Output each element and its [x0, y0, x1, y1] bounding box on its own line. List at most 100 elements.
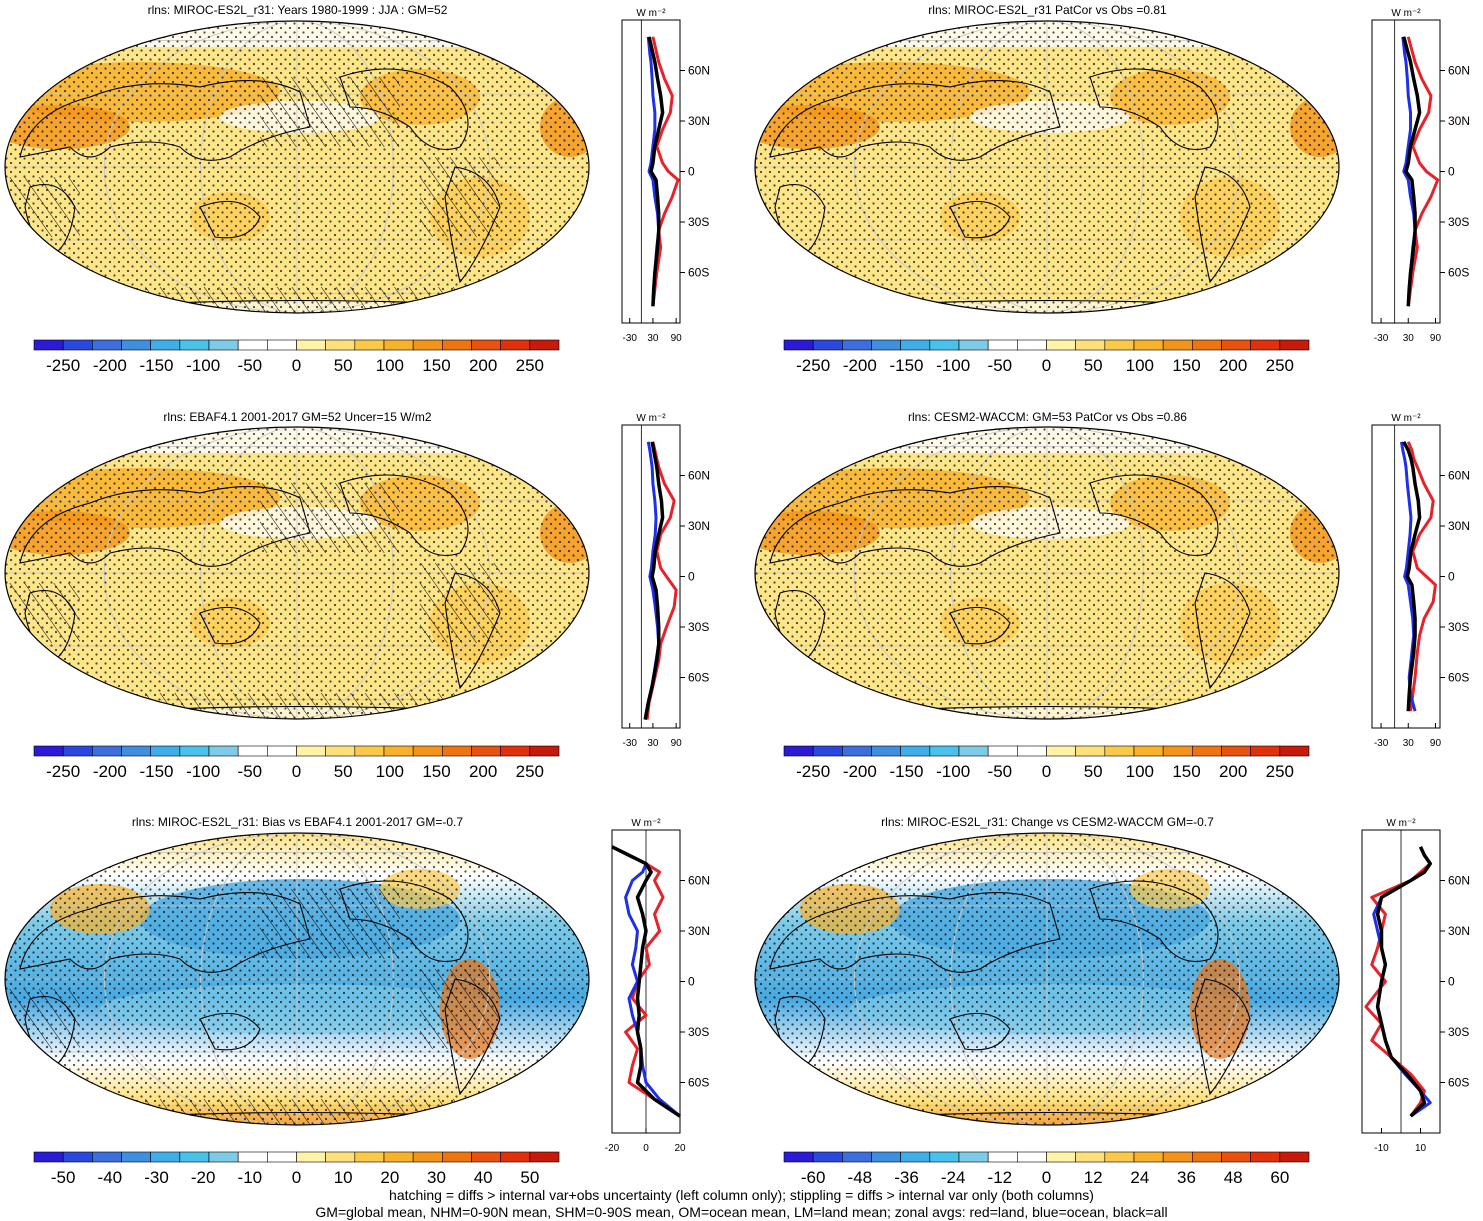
- colorbar-swatch: [33, 1151, 64, 1163]
- colorbar-tick-label: 20: [380, 1168, 399, 1187]
- colorbar-swatch: [92, 745, 122, 757]
- zonal-x-tick-label: -30: [1374, 738, 1389, 749]
- colorbar-swatch: [442, 339, 472, 351]
- colorbar-tick-label: 200: [1219, 762, 1247, 781]
- colorbar-tick-label: -250: [46, 356, 80, 375]
- colorbar-swatch: [783, 1151, 814, 1163]
- world-map: [754, 20, 1340, 314]
- colorbar-swatch: [1279, 339, 1310, 351]
- colorbar-swatch: [325, 1151, 356, 1163]
- zonal-series-all: [611, 845, 681, 1118]
- colorbar: -250 -200 -150 -100 -50 0 50 100 150 200 250: [33, 745, 560, 781]
- colorbar-swatch: [179, 339, 210, 351]
- colorbar-tick-label: 50: [1084, 762, 1103, 781]
- zonal-x-tick-label: 30: [1403, 738, 1415, 749]
- colorbar-swatch: [1279, 745, 1310, 757]
- colorbar-swatch: [1017, 745, 1047, 757]
- colorbar-swatch: [62, 339, 93, 351]
- colorbar-tick-label: -100: [936, 356, 970, 375]
- zonal-lat-label: 60S: [1448, 671, 1469, 685]
- zonal-lat-label: 0: [688, 165, 695, 179]
- colorbar-swatch: [150, 1151, 181, 1163]
- colorbar-tick-label: 100: [1126, 762, 1154, 781]
- colorbar-swatch: [958, 1151, 989, 1163]
- colorbar-tick-label: -150: [889, 762, 923, 781]
- colorbar-swatch: [354, 339, 385, 351]
- colorbar-swatch: [929, 339, 960, 351]
- colorbar: -250 -200 -150 -100 -50 0 50 100 150 200 250: [783, 745, 1310, 781]
- colorbar-tick-label: -12: [988, 1168, 1013, 1187]
- colorbar-swatch: [1162, 745, 1193, 757]
- colorbar-tick-label: 200: [1219, 356, 1247, 375]
- colorbar-swatch: [33, 745, 64, 757]
- colorbar-swatch: [783, 339, 814, 351]
- zonal-mean-plot: W m⁻² 60N 30N 0 30S 60S -30 30 90: [1371, 413, 1470, 749]
- zonal-series-land: [1364, 846, 1432, 1118]
- colorbar-tick-label: -50: [988, 762, 1013, 781]
- colorbar-swatch: [1075, 339, 1106, 351]
- colorbar-tick-label: 0: [292, 356, 301, 375]
- colorbar-tick-label: -50: [51, 1168, 76, 1187]
- zonal-lat-label: 30N: [688, 519, 710, 533]
- colorbar-swatch: [958, 339, 989, 351]
- zonal-lat-label: 30N: [1448, 114, 1470, 128]
- colorbar-swatch: [500, 745, 531, 757]
- map-title: rlns: MIROC-ES2L_r31: Years 1980-1999 : …: [147, 3, 448, 17]
- zonal-units-label: W m⁻²: [636, 413, 666, 424]
- zonal-mean-plot: W m⁻² 60N 30N 0 30S 60S -20 0 20: [605, 818, 710, 1154]
- colorbar-swatch: [208, 1151, 239, 1163]
- colorbar-swatch: [62, 745, 93, 757]
- colorbar-swatch: [1162, 1151, 1193, 1163]
- colorbar-tick-label: -30: [144, 1168, 169, 1187]
- colorbar-swatch: [150, 339, 181, 351]
- zonal-x-tick-label: -30: [623, 738, 638, 749]
- colorbar-swatch: [471, 745, 501, 757]
- zonal-x-tick-label: 0: [643, 1143, 649, 1154]
- colorbar: -60 -48 -36 -24 -12 0 12 24 36 48 60: [783, 1151, 1310, 1187]
- zonal-x-tick-label: 30: [647, 333, 659, 344]
- colorbar-swatch: [1046, 745, 1076, 757]
- colorbar-swatch: [1162, 339, 1193, 351]
- colorbar-swatch: [296, 339, 326, 351]
- colorbar-swatch: [1104, 339, 1135, 351]
- zonal-lat-label: 30N: [688, 924, 710, 938]
- colorbar-tick-label: -150: [889, 356, 923, 375]
- zonal-lat-label: 30S: [688, 1025, 709, 1039]
- colorbar: -250 -200 -150 -100 -50 0 50 100 150 200 250: [783, 339, 1310, 375]
- colorbar-swatch: [179, 1151, 210, 1163]
- colorbar-swatch: [783, 745, 814, 757]
- zonal-lat-label: 30S: [1448, 620, 1469, 634]
- colorbar-tick-label: -60: [801, 1168, 826, 1187]
- map-title: rlns: EBAF4.1 2001-2017 GM=52 Uncer=15 W…: [163, 410, 432, 424]
- colorbar-swatch: [267, 339, 297, 351]
- zonal-mean-plot: W m⁻² 60N 30N 0 30S 60S -30 30 90: [621, 413, 710, 749]
- colorbar-tick-label: -36: [894, 1168, 919, 1187]
- zonal-lat-label: 30S: [688, 215, 709, 229]
- colorbar-swatch: [92, 1151, 122, 1163]
- zonal-lat-label: 60N: [688, 874, 710, 888]
- colorbar-tick-label: -24: [941, 1168, 966, 1187]
- zonal-lat-label: 0: [688, 570, 695, 584]
- zonal-mean-plot: W m⁻² 60N 30N 0 30S 60S -30 30 90: [1371, 8, 1470, 344]
- zonal-lat-label: 30S: [1448, 215, 1469, 229]
- colorbar-tick-label: -250: [796, 762, 830, 781]
- colorbar-swatch: [871, 339, 901, 351]
- zonal-mean-plot: W m⁻² 60N 30N 0 30S 60S -10 10: [1361, 818, 1470, 1154]
- map-title: rlns: MIROC-ES2L_r31 PatCor vs Obs =0.81: [928, 3, 1167, 17]
- zonal-units-label: W m⁻²: [1391, 413, 1421, 424]
- colorbar-swatch: [383, 339, 414, 351]
- colorbar-tick-label: 36: [1177, 1168, 1196, 1187]
- colorbar-tick-label: 250: [1266, 356, 1294, 375]
- colorbar-swatch: [325, 339, 356, 351]
- colorbar-tick-label: 250: [516, 356, 544, 375]
- colorbar-tick-label: 0: [292, 1168, 301, 1187]
- colorbar-tick-label: 150: [422, 356, 450, 375]
- colorbar-tick-label: 100: [376, 356, 404, 375]
- zonal-x-tick-label: 90: [1430, 333, 1442, 344]
- zonal-lat-label: 0: [688, 975, 695, 989]
- colorbar-swatch: [1017, 339, 1047, 351]
- colorbar-tick-label: -40: [98, 1168, 123, 1187]
- zonal-lat-label: 0: [1448, 975, 1455, 989]
- colorbar-swatch: [900, 1151, 931, 1163]
- colorbar-swatch: [871, 745, 901, 757]
